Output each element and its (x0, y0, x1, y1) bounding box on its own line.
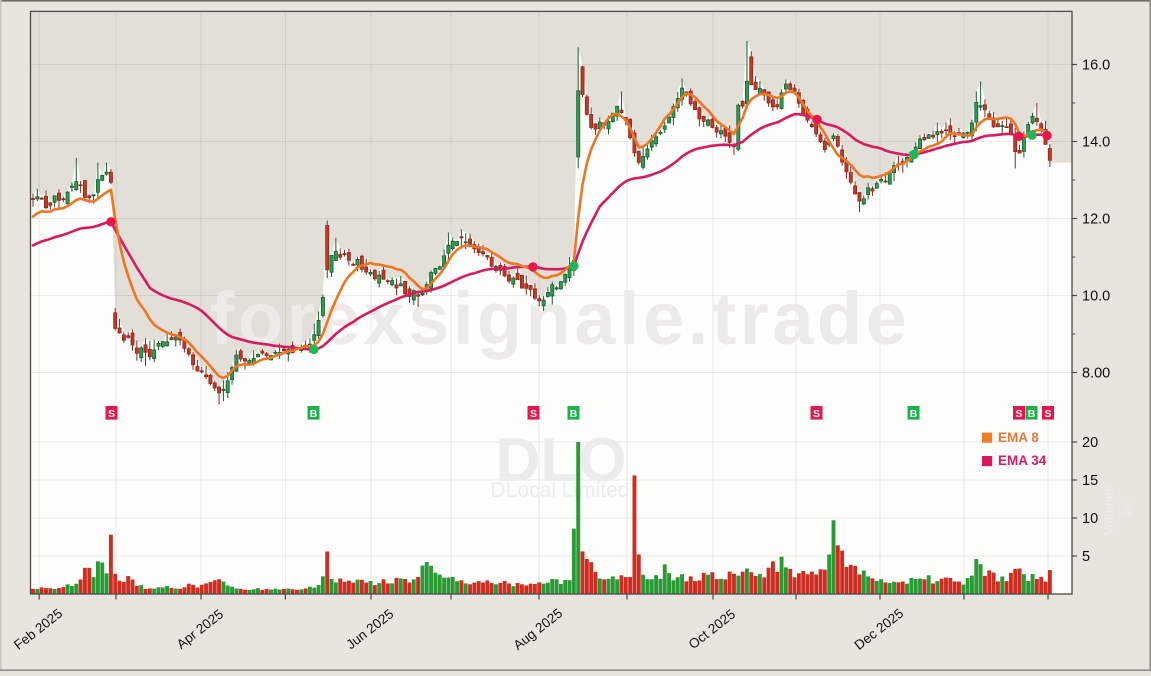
svg-text:B: B (310, 408, 318, 420)
svg-text:B: B (910, 408, 918, 420)
svg-text:Volumen: Volumen (1101, 485, 1116, 536)
svg-text:S: S (108, 408, 115, 420)
svg-text:EMA 8: EMA 8 (998, 430, 1039, 445)
svg-text:S: S (1015, 408, 1022, 420)
svg-text:16.0: 16.0 (1082, 58, 1110, 74)
svg-text:14.0: 14.0 (1082, 135, 1110, 151)
svg-text:5: 5 (1082, 549, 1090, 565)
svg-text:S: S (1044, 408, 1051, 420)
svg-text:S: S (813, 408, 820, 420)
svg-text:10.0: 10.0 (1082, 289, 1110, 305)
svg-text:10: 10 (1082, 511, 1098, 527)
svg-text:12.0: 12.0 (1082, 212, 1110, 228)
svg-text:DLocal Limited: DLocal Limited (491, 479, 630, 502)
svg-text:8.00: 8.00 (1082, 366, 1110, 382)
svg-text:S: S (530, 408, 537, 420)
svg-text:B: B (570, 408, 578, 420)
svg-text:B: B (1028, 408, 1036, 420)
svg-text:20: 20 (1082, 435, 1098, 451)
svg-text:15: 15 (1082, 473, 1098, 489)
svg-text:forexsignale.trade: forexsignale.trade (210, 277, 910, 360)
svg-text:1e7: 1e7 (1122, 499, 1134, 517)
svg-text:DLO: DLO (496, 426, 627, 495)
svg-text:EMA 34: EMA 34 (998, 453, 1047, 468)
